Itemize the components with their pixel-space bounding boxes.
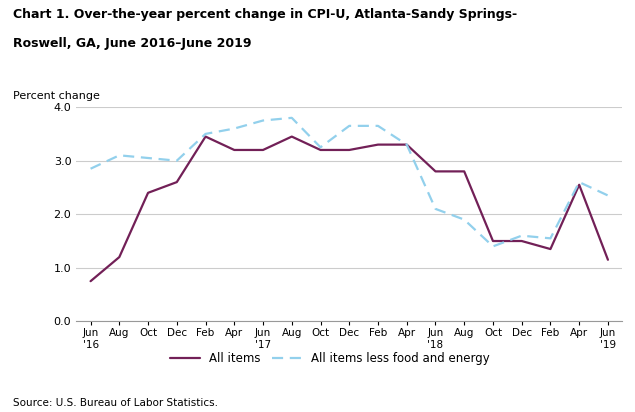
All items (403, 142, 411, 147)
All items less food and energy (547, 236, 554, 241)
All items less food and energy (317, 145, 324, 150)
All items (575, 182, 583, 187)
Legend: All items, All items less food and energy: All items, All items less food and energ… (170, 352, 490, 365)
All items (460, 169, 468, 174)
All items less food and energy (489, 244, 497, 249)
All items (317, 147, 324, 152)
All items less food and energy (116, 153, 123, 158)
All items less food and energy (202, 131, 210, 136)
All items less food and energy (374, 124, 382, 129)
All items (374, 142, 382, 147)
All items less food and energy (87, 166, 95, 171)
All items (144, 190, 152, 195)
Text: Source: U.S. Bureau of Labor Statistics.: Source: U.S. Bureau of Labor Statistics. (13, 398, 218, 408)
All items (116, 255, 123, 260)
Text: Roswell, GA, June 2016–June 2019: Roswell, GA, June 2016–June 2019 (13, 37, 251, 50)
All items less food and energy (231, 126, 238, 131)
All items less food and energy (604, 193, 612, 198)
All items (202, 134, 210, 139)
Line: All items: All items (91, 137, 608, 281)
All items (547, 246, 554, 251)
All items less food and energy (403, 142, 411, 147)
All items (173, 180, 180, 185)
All items less food and energy (575, 180, 583, 185)
Text: Chart 1. Over-the-year percent change in CPI-U, Atlanta-Sandy Springs-: Chart 1. Over-the-year percent change in… (13, 8, 517, 21)
All items (518, 239, 526, 243)
All items less food and energy (460, 217, 468, 222)
All items less food and energy (288, 115, 295, 120)
All items less food and energy (432, 206, 439, 211)
All items (345, 147, 353, 152)
All items less food and energy (518, 233, 526, 238)
All items less food and energy (173, 158, 180, 163)
All items less food and energy (144, 156, 152, 161)
Line: All items less food and energy: All items less food and energy (91, 118, 608, 246)
All items (288, 134, 295, 139)
All items less food and energy (345, 124, 353, 129)
All items less food and energy (259, 118, 267, 123)
All items (87, 279, 95, 283)
Text: Percent change: Percent change (13, 91, 100, 101)
All items (231, 147, 238, 152)
All items (604, 257, 612, 262)
All items (489, 239, 497, 243)
All items (259, 147, 267, 152)
All items (432, 169, 439, 174)
